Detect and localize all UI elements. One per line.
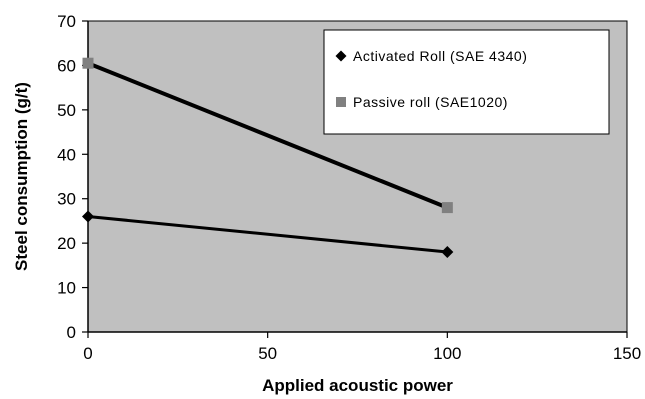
y-tick-label: 0 (67, 323, 76, 342)
series-line (87, 214, 448, 254)
y-axis-title: Steel consumption (g/t) (12, 82, 31, 271)
data-point-square (82, 57, 94, 69)
legend-box (323, 29, 610, 135)
legend-label: Passive roll (SAE1020) (353, 94, 508, 110)
data-point-diamond (441, 246, 454, 259)
x-tick-label: 100 (433, 344, 461, 363)
y-tick-label: 30 (57, 190, 76, 209)
x-tick-label: 150 (613, 344, 641, 363)
y-tick-label: 40 (57, 145, 76, 164)
legend-marker-square (336, 97, 346, 107)
series-2 (82, 57, 453, 214)
data-point-square (441, 202, 453, 214)
data-point-diamond (82, 210, 94, 223)
y-tick-label: 10 (57, 279, 76, 298)
x-tick-label: 0 (83, 344, 92, 363)
series-1 (82, 210, 454, 259)
series-line (87, 61, 449, 210)
series-layer (82, 57, 454, 259)
y-tick-label: 20 (57, 234, 76, 253)
legend: Activated Roll (SAE 4340) Passive roll (S… (323, 29, 610, 135)
legend-label: Activated Roll (SAE 4340) (353, 48, 527, 64)
y-tick-label: 70 (57, 12, 76, 31)
y-tick-label: 50 (57, 101, 76, 120)
axes: 0 10 20 30 40 50 60 70 0 50 100 150 (57, 12, 641, 363)
x-tick-label: 50 (258, 344, 277, 363)
legend-marker-diamond (335, 50, 347, 62)
x-axis-title: Applied acoustic power (262, 376, 453, 395)
y-tick-label: 60 (57, 56, 76, 75)
